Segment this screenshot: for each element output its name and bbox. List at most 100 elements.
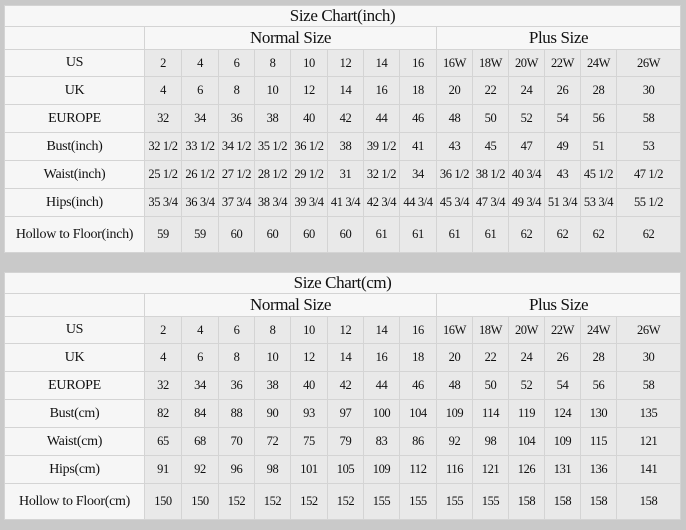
row-label: US <box>4 49 145 77</box>
size-cell: 44 <box>363 371 400 400</box>
size-cell: 26W <box>615 316 682 344</box>
size-cell: 43 <box>436 132 473 161</box>
table-row: Waist(cm) 65 68 70 72 75 79 83 86 92 98 104 109 115 12… <box>4 427 682 456</box>
size-cell: 24W <box>580 316 617 344</box>
size-cell: 59 <box>144 216 182 253</box>
size-cell: 52 <box>508 371 545 400</box>
size-cell: 54 <box>544 371 581 400</box>
table-row: UK 4 6 8 10 12 14 16 18 20 22 24 26 28 30 <box>4 343 682 372</box>
size-cell: 43 <box>544 160 581 189</box>
size-cell: 130 <box>580 399 617 428</box>
header-blank <box>4 293 145 317</box>
size-cell: 10 <box>290 316 328 344</box>
size-cell: 14 <box>363 49 400 77</box>
table-row: Hollow to Floor(cm) 150 150 152 152 152 152 155… <box>4 483 682 520</box>
size-cell: 60 <box>327 216 364 253</box>
group-plus-size: Plus Size <box>435 293 682 317</box>
size-cell: 42 3/4 <box>363 188 400 217</box>
size-cell: 32 <box>144 104 182 133</box>
size-cell: 121 <box>472 455 509 484</box>
size-cell: 40 <box>290 371 328 400</box>
size-cell: 91 <box>144 455 182 484</box>
size-cell: 60 <box>290 216 328 253</box>
size-cell: 25 1/2 <box>144 160 182 189</box>
size-cell: 24 <box>508 76 545 105</box>
size-cell: 12 <box>290 76 328 105</box>
size-cell: 20 <box>436 76 473 105</box>
size-cell: 12 <box>327 49 364 77</box>
size-cell: 31 <box>327 160 364 189</box>
size-cell: 37 3/4 <box>218 188 255 217</box>
size-cell: 98 <box>254 455 291 484</box>
row-label: UK <box>4 343 145 372</box>
size-cell: 20W <box>508 49 545 77</box>
size-cell: 29 1/2 <box>290 160 328 189</box>
size-cell: 109 <box>363 455 400 484</box>
size-cell: 16W <box>436 49 473 77</box>
row-label: Hollow to Floor(cm) <box>4 483 145 520</box>
size-cell: 53 3/4 <box>580 188 617 217</box>
size-cell: 2 <box>144 316 182 344</box>
size-cell: 152 <box>218 483 255 520</box>
size-cell: 16 <box>399 316 437 344</box>
size-cell: 114 <box>472 399 509 428</box>
size-cell: 104 <box>399 399 437 428</box>
size-cell: 62 <box>580 216 617 253</box>
size-cell: 18 <box>399 343 437 372</box>
size-cell: 155 <box>472 483 509 520</box>
size-cell: 45 1/2 <box>580 160 617 189</box>
size-cell: 100 <box>363 399 400 428</box>
size-cell: 58 <box>615 371 682 400</box>
size-cell: 6 <box>218 49 255 77</box>
size-cell: 6 <box>181 343 219 372</box>
size-cell: 38 <box>254 371 291 400</box>
size-cell: 92 <box>181 455 219 484</box>
size-cell: 41 3/4 <box>327 188 364 217</box>
size-cell: 6 <box>181 76 219 105</box>
size-cell: 158 <box>508 483 545 520</box>
table-row: Hollow to Floor(inch) 59 59 60 60 60 60 61 61 61 6… <box>4 216 682 253</box>
row-label: US <box>4 316 145 344</box>
row-label: EUROPE <box>4 104 145 133</box>
size-cell: 18 <box>399 76 437 105</box>
size-cell: 35 1/2 <box>254 132 291 161</box>
size-cell: 158 <box>580 483 617 520</box>
size-cell: 40 <box>290 104 328 133</box>
size-cell: 18W <box>472 49 509 77</box>
size-cell: 61 <box>436 216 473 253</box>
size-cell: 112 <box>399 455 437 484</box>
size-cell: 26W <box>615 49 682 77</box>
size-table: Size Chart(inch) Normal Size Plus Size US 2 4… <box>3 5 682 253</box>
row-label: Waist(cm) <box>4 427 145 456</box>
size-cell: 36 3/4 <box>181 188 219 217</box>
size-cell: 39 1/2 <box>363 132 400 161</box>
size-cell: 62 <box>544 216 581 253</box>
size-cell: 28 1/2 <box>254 160 291 189</box>
size-cell: 58 <box>615 104 682 133</box>
size-cell: 16 <box>363 76 400 105</box>
size-cell: 84 <box>181 399 219 428</box>
size-cell: 48 <box>436 104 473 133</box>
size-cell: 116 <box>436 455 473 484</box>
size-cell: 48 <box>436 371 473 400</box>
size-cell: 16W <box>436 316 473 344</box>
size-cell: 131 <box>544 455 581 484</box>
size-cell: 49 3/4 <box>508 188 545 217</box>
size-cell: 18W <box>472 316 509 344</box>
size-cell: 54 <box>544 104 581 133</box>
size-cell: 26 1/2 <box>181 160 219 189</box>
group-plus-size: Plus Size <box>435 26 682 50</box>
size-cell: 155 <box>436 483 473 520</box>
size-cell: 14 <box>327 343 364 372</box>
size-cell: 109 <box>544 427 581 456</box>
size-cell: 155 <box>399 483 437 520</box>
size-cell: 36 <box>218 104 255 133</box>
size-cell: 42 <box>327 371 364 400</box>
size-cell: 45 <box>472 132 509 161</box>
table-row: Hips(inch) 35 3/4 36 3/4 37 3/4 38 3/4 39 3/4… <box>4 188 682 217</box>
size-chart-cm: Size Chart(cm) Normal Size Plus Size US 2 4 6 8… <box>3 272 682 520</box>
size-cell: 136 <box>580 455 617 484</box>
size-cell: 104 <box>508 427 545 456</box>
size-cell: 150 <box>181 483 219 520</box>
size-cell: 72 <box>254 427 291 456</box>
